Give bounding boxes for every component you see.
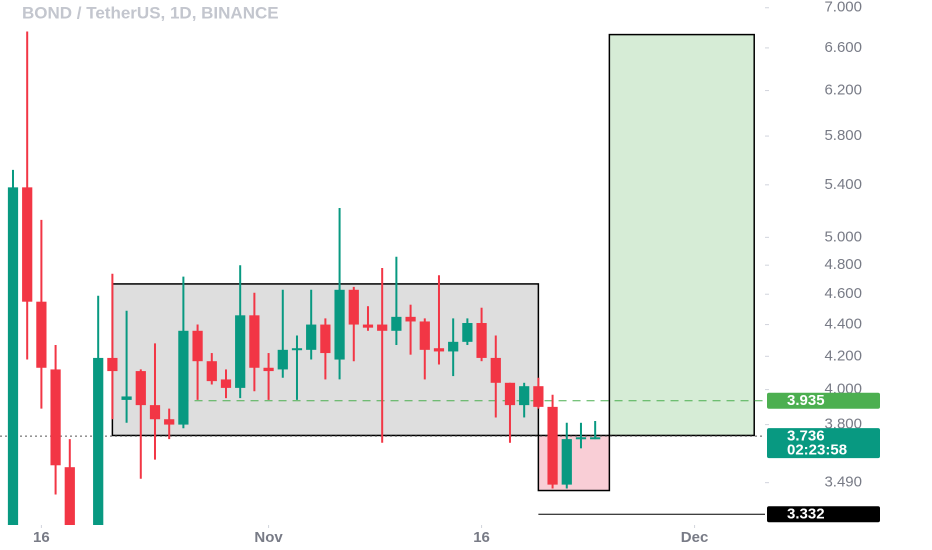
candle-body [64,467,75,525]
candle-body [377,324,388,331]
candle-body [448,341,459,352]
plot-area [0,31,765,525]
axes: 7.000 6.600 6.200 5.800 5.400 5.000 4.800 4.600… [33,0,880,546]
price-tag-label: 3.736 [787,428,825,445]
y-tick-label: 4.400 [824,316,862,333]
candle-body [590,437,601,440]
candle-body [462,323,473,342]
candle-body [220,379,232,388]
candle-body [547,406,558,485]
candle-body [135,371,146,406]
candle-body [476,323,487,358]
candle-body [519,386,530,406]
candle-body [419,321,430,350]
candle-body [107,357,118,372]
price-tag [767,506,880,523]
candle-body [575,437,587,440]
candle-body [334,289,345,360]
candle-body [36,301,47,368]
candle-body [22,187,33,302]
candle-body [249,315,260,368]
candle-body [405,316,416,322]
candle-body [291,348,303,351]
candle-body [348,289,359,325]
y-tick-label: 6.200 [824,82,862,99]
candle-body [50,369,61,466]
price-tag-label: 3.935 [787,392,825,409]
y-tick-label: 4.600 [824,285,862,302]
candle-body [362,324,374,328]
candle-body [206,361,217,382]
target-box [608,33,755,437]
candle-body [277,349,288,370]
y-tick-label: 6.600 [824,39,862,56]
x-tick-label: 16 [33,529,50,546]
candle-body [320,324,331,354]
x-tick-label: 16 [473,529,490,546]
candle-body [121,396,132,400]
candle-body [7,187,19,525]
candle-body [490,357,501,383]
candle-body [391,316,402,331]
price-tag [767,428,880,459]
candle-body [93,357,104,525]
x-tick-label: Nov [254,529,283,546]
y-tick-label: 3.490 [824,474,862,491]
candle-body [192,330,203,362]
candle-body [433,348,445,352]
price-tag-label: 3.332 [787,506,825,523]
candle-body [533,386,544,407]
countdown-label: 02:23:58 [787,442,847,459]
candle-body [561,439,572,485]
y-tick-label: 4.200 [824,347,862,364]
y-tick-label: 7.000 [824,0,862,16]
candle-body [164,419,175,425]
y-tick-label: 4.800 [824,256,862,273]
candle-body [178,330,189,425]
chart-title: BOND / TetherUS, 1D, BINANCE [22,3,279,22]
candle-body [149,405,161,420]
price-tag [767,392,880,409]
x-tick-label: Dec [681,529,709,546]
y-tick-label: 5.800 [824,127,862,144]
candle-body [263,367,274,372]
candle-body [306,324,317,350]
y-tick-label: 5.400 [824,176,862,193]
candle-body [504,382,516,406]
candle-body [235,315,246,388]
y-tick-label: 5.000 [824,228,862,245]
